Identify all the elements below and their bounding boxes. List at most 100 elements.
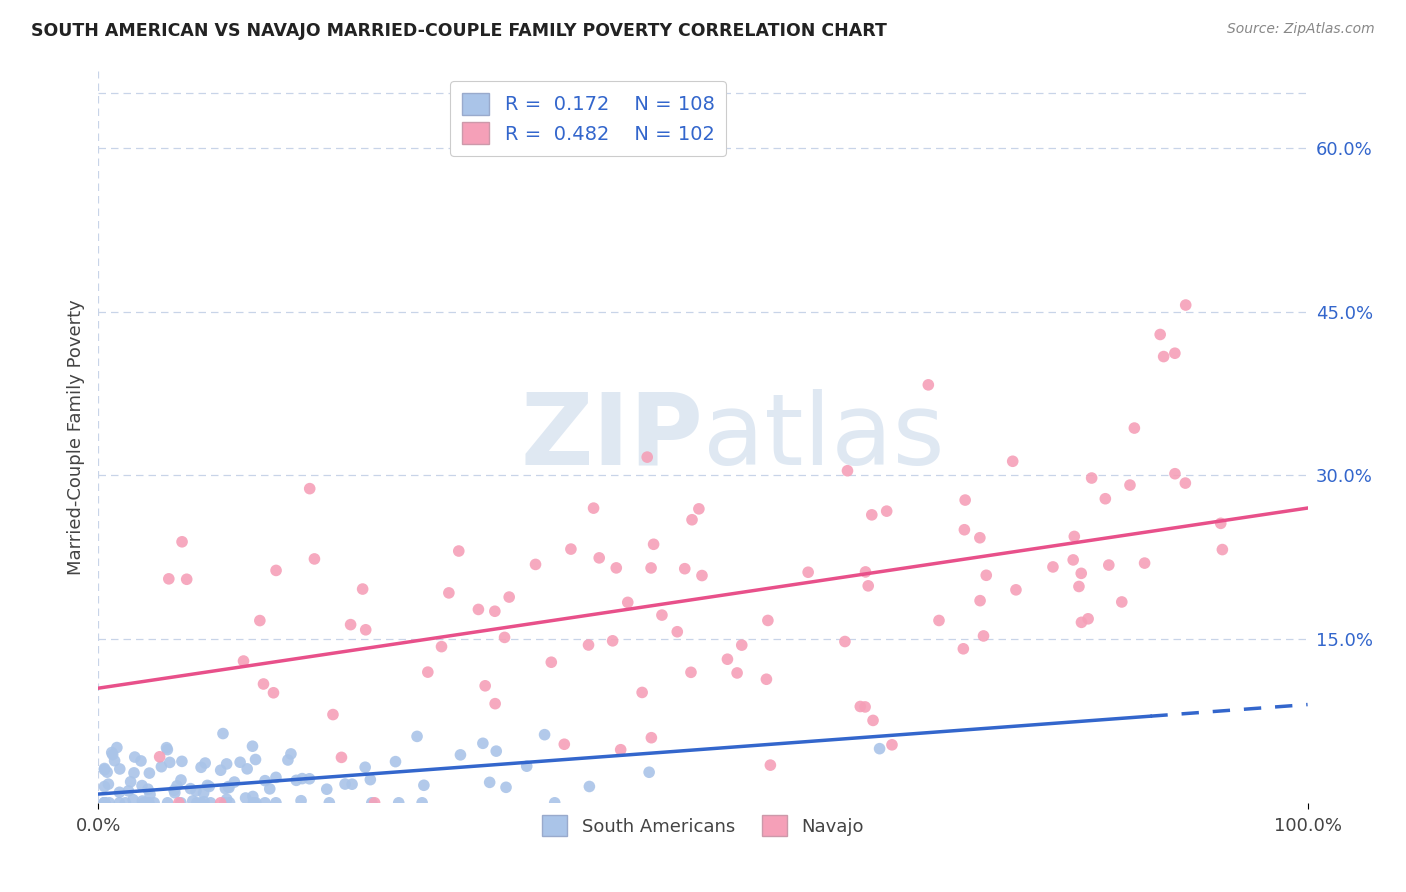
Point xyxy=(860,508,883,522)
Point xyxy=(1062,553,1084,567)
Point xyxy=(533,728,555,742)
Point xyxy=(651,608,673,623)
Point xyxy=(1123,421,1146,435)
Point xyxy=(96,765,118,780)
Point xyxy=(193,795,215,809)
Point xyxy=(159,756,181,770)
Point xyxy=(298,772,321,786)
Point xyxy=(869,741,891,756)
Point xyxy=(170,796,193,810)
Point xyxy=(143,796,166,810)
Point xyxy=(105,740,128,755)
Point xyxy=(330,750,353,764)
Point xyxy=(252,677,274,691)
Point xyxy=(1174,298,1197,312)
Point xyxy=(756,614,779,628)
Point xyxy=(1067,579,1090,593)
Point xyxy=(243,796,266,810)
Point xyxy=(953,493,976,508)
Point xyxy=(1119,478,1142,492)
Point xyxy=(259,781,281,796)
Point xyxy=(149,749,172,764)
Point xyxy=(474,679,496,693)
Point xyxy=(1174,476,1197,491)
Point xyxy=(862,714,884,728)
Point xyxy=(725,665,748,680)
Point xyxy=(229,756,252,770)
Point xyxy=(1070,615,1092,630)
Point xyxy=(553,737,575,751)
Point xyxy=(186,796,208,810)
Point xyxy=(1070,566,1092,581)
Point xyxy=(339,617,361,632)
Point xyxy=(167,796,190,810)
Point xyxy=(93,796,115,810)
Point xyxy=(340,777,363,791)
Point xyxy=(93,762,115,776)
Point xyxy=(170,534,193,549)
Point xyxy=(122,765,145,780)
Point xyxy=(315,782,337,797)
Point xyxy=(406,730,429,744)
Point xyxy=(1080,471,1102,485)
Point xyxy=(298,482,321,496)
Point xyxy=(1153,350,1175,364)
Point xyxy=(97,777,120,791)
Point xyxy=(200,796,222,810)
Point xyxy=(354,760,377,774)
Point xyxy=(224,775,246,789)
Point xyxy=(731,638,754,652)
Point xyxy=(131,779,153,793)
Point xyxy=(588,550,610,565)
Point xyxy=(290,794,312,808)
Point xyxy=(631,685,654,699)
Point xyxy=(166,779,188,793)
Point xyxy=(797,566,820,580)
Point xyxy=(969,531,991,545)
Point xyxy=(98,796,121,810)
Point xyxy=(953,523,976,537)
Point xyxy=(516,759,538,773)
Point xyxy=(853,700,876,714)
Point xyxy=(578,780,600,794)
Point xyxy=(156,796,179,810)
Point xyxy=(117,784,139,798)
Point xyxy=(129,754,152,768)
Point xyxy=(360,796,382,810)
Point xyxy=(609,743,631,757)
Point xyxy=(855,565,877,579)
Point xyxy=(447,544,470,558)
Point xyxy=(170,755,193,769)
Point xyxy=(264,563,287,577)
Point xyxy=(195,778,218,792)
Point xyxy=(384,755,406,769)
Point xyxy=(108,762,131,776)
Point xyxy=(163,786,186,800)
Point xyxy=(198,780,221,794)
Point xyxy=(194,756,217,770)
Point xyxy=(524,558,547,572)
Legend: South Americans, Navajo: South Americans, Navajo xyxy=(533,806,873,845)
Point xyxy=(132,796,155,810)
Point xyxy=(108,796,131,810)
Point xyxy=(245,752,267,766)
Point xyxy=(498,590,520,604)
Point xyxy=(1211,542,1233,557)
Point xyxy=(157,572,180,586)
Point xyxy=(969,593,991,607)
Point xyxy=(156,742,179,756)
Point xyxy=(837,464,859,478)
Point xyxy=(322,707,344,722)
Point xyxy=(688,501,710,516)
Point xyxy=(602,633,624,648)
Point xyxy=(636,450,658,464)
Point xyxy=(388,796,411,810)
Point xyxy=(101,747,124,762)
Point xyxy=(263,686,285,700)
Point xyxy=(974,568,997,582)
Point xyxy=(544,796,567,810)
Point xyxy=(1164,467,1187,481)
Point xyxy=(582,501,605,516)
Point xyxy=(540,655,562,669)
Point xyxy=(138,766,160,780)
